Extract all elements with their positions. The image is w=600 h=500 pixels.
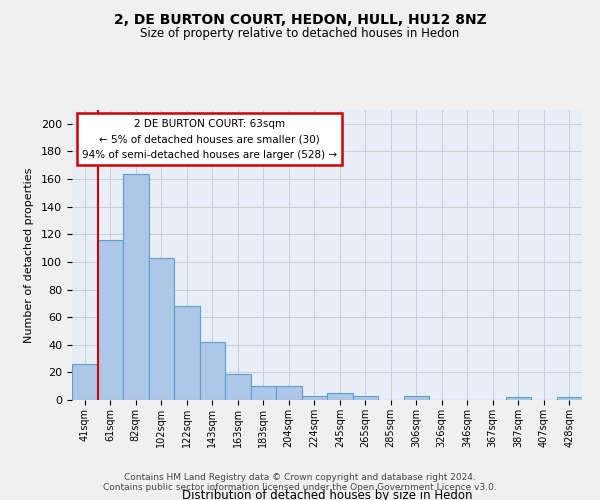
X-axis label: Distribution of detached houses by size in Hedon: Distribution of detached houses by size … [182,488,472,500]
Bar [72,364,97,400]
Bar [174,306,199,400]
Bar [302,396,327,400]
Bar [97,240,123,400]
Text: Contains HM Land Registry data © Crown copyright and database right 2024.: Contains HM Land Registry data © Crown c… [124,472,476,482]
Text: Size of property relative to detached houses in Hedon: Size of property relative to detached ho… [140,28,460,40]
Text: 2 DE BURTON COURT: 63sqm
← 5% of detached houses are smaller (30)
94% of semi-de: 2 DE BURTON COURT: 63sqm ← 5% of detache… [82,118,337,160]
Bar [123,174,149,400]
Bar [505,397,531,400]
Text: Contains public sector information licensed under the Open Government Licence v3: Contains public sector information licen… [103,484,497,492]
Y-axis label: Number of detached properties: Number of detached properties [24,168,34,342]
Bar [327,393,353,400]
Bar [276,386,302,400]
Bar [225,374,251,400]
Bar [353,396,378,400]
Bar [251,386,276,400]
Bar [404,396,429,400]
Bar [557,397,582,400]
Bar [149,258,174,400]
Text: 2, DE BURTON COURT, HEDON, HULL, HU12 8NZ: 2, DE BURTON COURT, HEDON, HULL, HU12 8N… [113,12,487,26]
Bar [199,342,225,400]
